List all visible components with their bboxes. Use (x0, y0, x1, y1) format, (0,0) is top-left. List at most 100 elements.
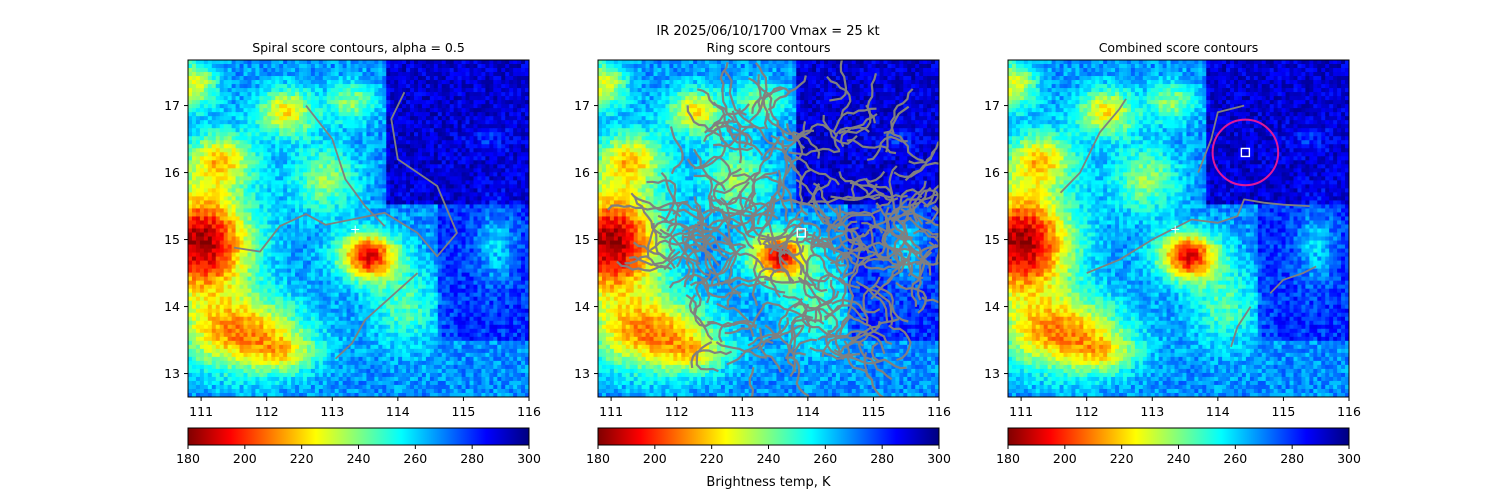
ir-pixel (195, 192, 201, 197)
ir-pixel (203, 156, 209, 161)
ir-pixel (219, 168, 225, 173)
ir-pixel (243, 204, 249, 210)
ir-pixel (287, 204, 292, 210)
ir-pixel (469, 72, 475, 77)
ir-pixel (493, 284, 498, 290)
ir-pixel (525, 188, 529, 193)
ir-pixel (513, 248, 518, 254)
ir-pixel (517, 160, 522, 165)
ir-pixel (398, 76, 403, 81)
ir-pixel (374, 152, 379, 157)
ir-pixel (433, 188, 439, 193)
ir-pixel (239, 144, 245, 149)
ir-pixel (219, 200, 225, 206)
ir-pixel (366, 156, 371, 161)
ir-pixel (283, 148, 288, 153)
ir-pixel (291, 220, 296, 226)
ir-pixel (429, 96, 435, 101)
ir-pixel (275, 172, 280, 177)
ir-pixel (402, 264, 407, 270)
ir-pixel (366, 152, 371, 157)
ir-pixel (263, 148, 268, 153)
ir-pixel (239, 284, 245, 290)
ir-pixel (267, 104, 272, 109)
ir-pixel (271, 188, 276, 193)
ir-pixel (485, 132, 490, 137)
ir-pixel (310, 124, 316, 129)
ir-pixel (421, 280, 427, 286)
ir-pixel (473, 64, 479, 69)
ir-pixel (239, 184, 245, 189)
ir-pixel (267, 84, 272, 89)
ir-pixel (342, 224, 348, 230)
ir-pixel (437, 220, 443, 226)
ir-pixel (521, 240, 526, 246)
ir-pixel (199, 268, 205, 274)
ir-pixel (310, 212, 316, 218)
ir-pixel (390, 76, 395, 81)
ir-pixel (493, 116, 498, 121)
ir-pixel (302, 128, 308, 133)
ir-pixel (493, 168, 498, 173)
ir-pixel (398, 180, 403, 185)
ir-pixel (211, 172, 217, 177)
ir-pixel (326, 116, 332, 121)
ir-pixel (283, 172, 288, 177)
ir-pixel (334, 88, 340, 93)
ir-pixel (421, 104, 427, 109)
ir-pixel (370, 124, 375, 129)
ir-pixel (275, 72, 280, 77)
ir-pixel (302, 176, 308, 181)
ir-pixel (390, 204, 395, 210)
ir-pixel (457, 64, 463, 69)
ir-pixel (390, 68, 395, 73)
ir-pixel (378, 80, 383, 85)
ir-pixel (509, 108, 514, 113)
ir-pixel (318, 212, 324, 218)
ir-pixel (517, 196, 522, 202)
ir-pixel (370, 112, 375, 117)
ir-pixel (203, 280, 209, 286)
ir-pixel (338, 220, 344, 226)
ir-pixel (362, 152, 368, 157)
ir-pixel (521, 116, 526, 121)
ir-pixel (259, 172, 264, 177)
ir-pixel (203, 292, 209, 298)
ir-pixel (235, 264, 241, 270)
ir-pixel (358, 228, 364, 234)
ir-pixel (326, 180, 332, 185)
ir-pixel (235, 68, 241, 73)
ir-pixel (259, 196, 264, 202)
ir-pixel (275, 64, 280, 69)
ir-pixel (398, 88, 403, 93)
ir-pixel (247, 168, 253, 173)
ir-pixel (402, 232, 407, 238)
ir-pixel (279, 152, 284, 157)
ir-pixel (473, 192, 479, 197)
ir-pixel (449, 92, 455, 97)
ir-pixel (505, 240, 510, 246)
ir-pixel (243, 136, 249, 141)
ir-pixel (370, 100, 375, 105)
ir-pixel (489, 148, 494, 153)
ir-pixel (382, 80, 387, 85)
ir-pixel (330, 180, 336, 185)
ir-pixel (306, 212, 312, 218)
ir-pixel (267, 100, 272, 105)
ir-pixel (489, 236, 494, 242)
ir-pixel (235, 84, 241, 89)
ir-pixel (251, 64, 257, 69)
ir-pixel (425, 168, 431, 173)
ir-pixel (199, 228, 205, 234)
ir-pixel (481, 208, 486, 214)
ir-pixel (445, 88, 451, 93)
ir-pixel (255, 264, 260, 270)
ir-pixel (406, 200, 411, 206)
ir-pixel (362, 240, 368, 246)
ir-pixel (306, 96, 312, 101)
ir-pixel (517, 184, 522, 189)
ir-pixel (207, 248, 213, 254)
ir-pixel (354, 72, 360, 77)
ir-pixel (437, 252, 443, 258)
ir-pixel (453, 268, 459, 274)
